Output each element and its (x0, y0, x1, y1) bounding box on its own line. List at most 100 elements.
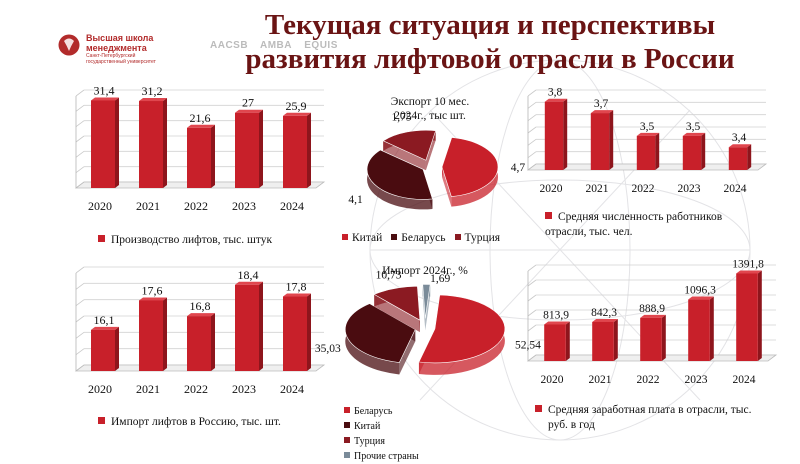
bar-face (688, 299, 710, 361)
x-tick-label: 2023 (232, 199, 256, 213)
grid-line (75, 135, 85, 143)
bar-top (544, 98, 568, 102)
x-tick-label: 2020 (541, 374, 564, 386)
pie-slice-edge (441, 167, 452, 207)
grid-line (527, 114, 537, 121)
bar-top (187, 124, 215, 128)
salary-legend: Средняя заработная плата в отрасли, тыс.… (535, 403, 751, 433)
bar-face (592, 321, 614, 361)
bar (544, 98, 568, 170)
x-tick-label: 2022 (184, 199, 208, 213)
grid-line (527, 102, 537, 109)
grid-line (75, 166, 85, 173)
export-pie-chart: 4,7 4,1 1,75 (330, 111, 525, 225)
bar-top (91, 97, 119, 101)
bar-face (91, 329, 115, 371)
legend-marker (535, 405, 542, 412)
pie-slice-top (422, 284, 431, 319)
bar-side (163, 98, 167, 188)
bar-value-label: 3,4 (732, 132, 747, 144)
bar-face (590, 113, 610, 170)
grid-line (75, 266, 85, 274)
bar-top (187, 313, 215, 317)
bar-face (235, 284, 259, 371)
grid-line (527, 324, 537, 332)
import-pie-chart-svg: 52,54 35,03 10,73 1,69 (315, 269, 541, 375)
pie-slice-top (418, 294, 506, 364)
import-pie-chart: 52,54 35,03 10,73 1,69 (315, 269, 541, 390)
bar-top (139, 98, 167, 102)
bar-value-label: 27 (242, 96, 254, 110)
pie-slice (382, 129, 437, 171)
grid-line (527, 339, 537, 347)
bar-top (590, 110, 614, 114)
pie-slice (418, 294, 506, 375)
bar-side (211, 124, 215, 188)
pie-legend-item: Китай (342, 232, 382, 244)
pie-slice-top (344, 303, 416, 363)
grid-line (75, 299, 85, 306)
bar-top (283, 293, 311, 297)
pie-legend-item: Беларусь (391, 232, 446, 244)
pie-legend-label: Беларусь (401, 232, 446, 244)
bar (91, 326, 119, 371)
x-tick-label: 2024 (733, 374, 756, 386)
pie-legend-label: Турция (354, 436, 385, 447)
bar (235, 109, 263, 188)
bar-top (736, 270, 762, 274)
pie-value-label: 1,69 (430, 273, 450, 285)
legend-marker (98, 417, 105, 424)
bar-value-label: 3,5 (686, 121, 701, 133)
bar (139, 98, 167, 188)
bar-side (259, 109, 263, 188)
logo-emblem-icon (58, 34, 80, 56)
bar-value-label: 25,9 (286, 99, 307, 113)
export-pie-title-line-2: 2024г., тыс шт. (394, 110, 466, 122)
equis-logo: EQUIS (304, 40, 338, 51)
bar-side (747, 144, 752, 170)
x-tick-label: 2020 (88, 199, 112, 213)
pie-slice-edge (425, 284, 431, 331)
production-bar-chart-svg: 31,4 2020 31,2 2021 21,6 2022 27 2023 25,9 2024 (74, 83, 326, 213)
pie-slice (366, 149, 433, 210)
pie-slice (373, 285, 421, 333)
bar-top (640, 314, 666, 318)
bar-face (682, 135, 702, 170)
bar-value-label: 3,7 (594, 98, 609, 110)
bar-value-label: 1391,8 (732, 258, 764, 270)
bar-side (701, 132, 706, 170)
bar-side (661, 314, 666, 361)
employees-legend: Средняя численность работников отрасли, … (545, 210, 722, 240)
grid-line (527, 294, 537, 302)
bar (544, 321, 570, 361)
bar-face (728, 147, 748, 170)
page-title-line-2: развития лифтовой отрасли в России (245, 43, 735, 75)
bar (682, 132, 706, 170)
x-tick-label: 2024 (280, 199, 304, 213)
x-tick-label: 2024 (724, 183, 747, 195)
x-tick-label: 2022 (184, 382, 208, 396)
legend-marker (98, 235, 105, 242)
bar-face (139, 101, 163, 188)
grid-line (527, 264, 537, 272)
legend-marker (391, 234, 398, 240)
bar-value-label: 813,9 (543, 309, 569, 321)
bar-top (139, 297, 167, 301)
x-tick-label: 2021 (136, 382, 160, 396)
export-pie-title: Экспорт 10 мес. 2024г., тыс шт. (360, 95, 500, 123)
export-pie-legend: Китай Беларусь Турция (342, 232, 509, 244)
pie-slice-edge (383, 140, 426, 171)
pie-legend-label: Беларусь (354, 406, 393, 417)
bar-value-label: 31,4 (94, 83, 115, 97)
grid-line (527, 89, 537, 97)
pie-slice-side (367, 149, 433, 210)
bar-side (307, 112, 311, 188)
import-bar-chart: 16,1 2020 17,6 2021 16,8 2022 18,4 2023 17,8 2024 (70, 255, 330, 403)
bar-face (187, 127, 211, 188)
bar-side (259, 281, 263, 371)
x-tick-label: 2021 (136, 199, 160, 213)
pie-value-label: 1,75 (391, 111, 411, 123)
bar (139, 297, 167, 371)
bar (736, 270, 762, 361)
grid-line (75, 283, 85, 290)
